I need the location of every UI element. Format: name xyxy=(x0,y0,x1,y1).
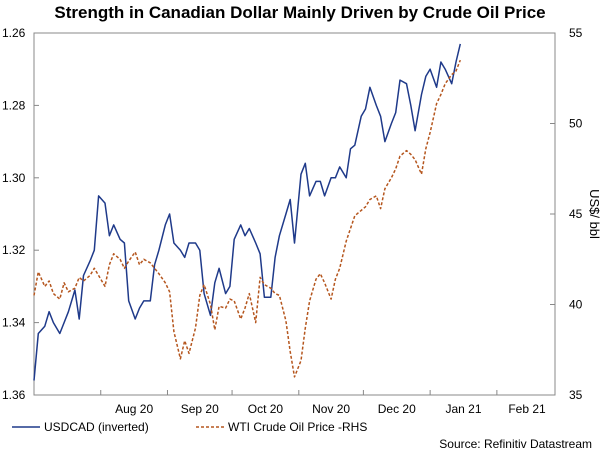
plot-frame xyxy=(33,32,556,396)
left-tick-label: 1.34 xyxy=(2,316,26,330)
right-tick-label: 40 xyxy=(569,298,583,312)
series-line-usdcad xyxy=(33,43,462,381)
x-tick-label: Dec 20 xyxy=(378,402,416,416)
legend: USDCAD (inverted) WTI Crude Oil Price -R… xyxy=(12,420,367,434)
x-tick-label: Feb 21 xyxy=(508,402,546,416)
right-axis-label: US$/ bbl xyxy=(587,189,600,239)
source-note: Source: Refinitiv Datastream xyxy=(439,437,592,451)
legend-label-wti: WTI Crude Oil Price -RHS xyxy=(228,420,367,434)
left-tick-label: 1.36 xyxy=(2,388,26,402)
left-axis-ticks: 1.26 1.28 1.30 1.32 1.34 1.36 xyxy=(2,26,39,402)
x-tick-label: Jan 21 xyxy=(445,402,481,416)
x-tick-label: Aug 20 xyxy=(115,402,153,416)
series-layer xyxy=(33,43,462,381)
right-tick-label: 50 xyxy=(569,117,583,131)
right-axis-ticks: 35 40 45 50 55 xyxy=(550,26,583,402)
left-tick-label: 1.26 xyxy=(2,26,26,40)
chart-title: Strength in Canadian Dollar Mainly Drive… xyxy=(54,3,545,22)
series-line-wti xyxy=(33,59,461,378)
right-tick-label: 45 xyxy=(569,207,583,221)
left-tick-label: 1.30 xyxy=(2,171,26,185)
x-tick-label: Oct 20 xyxy=(248,402,284,416)
legend-label-usdcad: USDCAD (inverted) xyxy=(44,420,149,434)
left-tick-label: 1.32 xyxy=(2,243,26,257)
x-tick-label: Nov 20 xyxy=(312,402,350,416)
right-tick-label: 35 xyxy=(569,388,583,402)
x-axis-ticks: Aug 20 Sep 20 Oct 20 Nov 20 Dec 20 Jan 21 Feb … xyxy=(100,390,546,416)
left-tick-label: 1.28 xyxy=(2,98,26,112)
right-tick-label: 55 xyxy=(569,26,583,40)
x-tick-label: Sep 20 xyxy=(181,402,219,416)
